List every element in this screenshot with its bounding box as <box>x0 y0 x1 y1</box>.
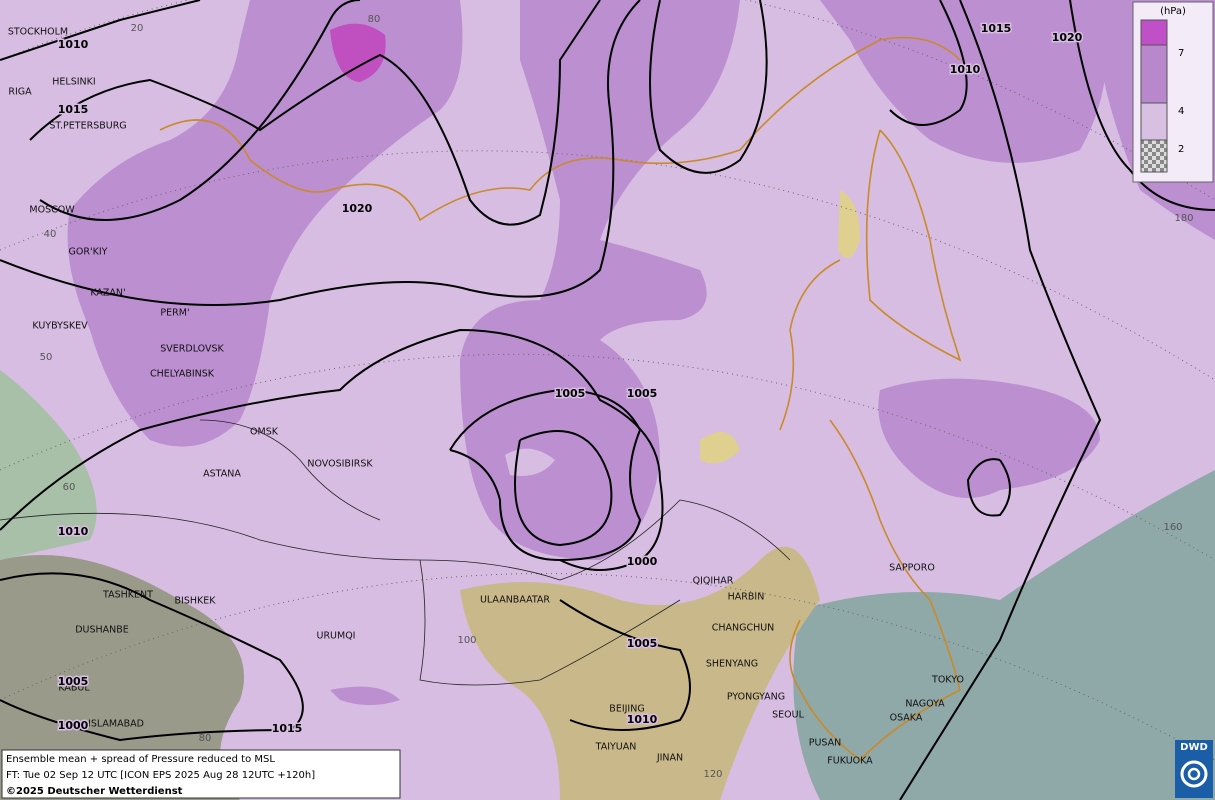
legend-unit: (hPa) <box>1160 6 1186 17</box>
legend-level: 4 <box>1178 106 1184 117</box>
isobar-label: 1010 <box>627 713 658 726</box>
city-label: SEOUL <box>772 710 804 721</box>
city-label: TOKYO <box>931 675 964 686</box>
terrain <box>460 546 820 800</box>
isobar-label: 1015 <box>981 22 1012 35</box>
city-label: STOCKHOLM <box>8 27 68 38</box>
logo-swirl <box>1187 767 1201 781</box>
legend-swatch <box>1140 139 1168 173</box>
isobar-label: 1010 <box>58 525 89 538</box>
city-label: GOR'KIY <box>69 247 108 258</box>
graticule-label: 160 <box>1163 522 1182 533</box>
city-label: NOVOSIBIRSK <box>307 459 373 470</box>
city-label: BEIJING <box>609 704 644 715</box>
city-label: KABUL <box>58 683 90 694</box>
city-label: SAPPORO <box>889 563 935 574</box>
city-label: ISLAMABAD <box>88 719 144 730</box>
legend-swatch <box>1140 44 1168 104</box>
city-label: SHENYANG <box>706 659 758 670</box>
legend-swatch <box>1140 102 1168 141</box>
city-label: OSAKA <box>890 713 923 724</box>
city-label: DUSHANBE <box>75 625 129 636</box>
graticule-label: 120 <box>703 769 722 780</box>
terrain <box>0 370 97 560</box>
sea <box>793 470 1215 800</box>
isobar-label: 1000 <box>58 719 89 732</box>
isobar-label: 1010 <box>950 63 981 76</box>
isobar-label: 1015 <box>58 103 89 116</box>
city-label: BISHKEK <box>175 596 217 607</box>
graticule-label: 50 <box>40 352 53 363</box>
terrain <box>0 555 244 800</box>
spread-7 <box>330 23 386 83</box>
isobar-label: 1020 <box>342 202 373 215</box>
city-label: ST.PETERSBURG <box>49 121 126 132</box>
city-label: PERM' <box>160 308 189 319</box>
city-label: ULAANBAATAR <box>480 595 550 606</box>
graticule-label: 60 <box>63 482 76 493</box>
city-label: QIQIHAR <box>693 576 734 587</box>
graticule-label: 80 <box>199 733 212 744</box>
legend-level: 7 <box>1178 48 1184 59</box>
city-label: OMSK <box>250 427 279 438</box>
isobar-label: 1020 <box>1052 31 1083 44</box>
city-label: ASTANA <box>203 469 241 480</box>
isobar-label: 1005 <box>58 675 89 688</box>
footer-line: Ensemble mean + spread of Pressure reduc… <box>6 754 275 765</box>
city-label: SVERDLOVSK <box>160 344 224 355</box>
city-label: HELSINKI <box>52 77 95 88</box>
city-label: RIGA <box>8 87 32 98</box>
footer-line: FT: Tue 02 Sep 12 UTC [ICON EPS 2025 Aug… <box>6 770 315 781</box>
city-label: TAIYUAN <box>595 742 637 753</box>
isobar-label: 1015 <box>272 722 303 735</box>
footer-line: ©2025 Deutscher Wetterdienst <box>6 786 183 797</box>
city-label: KUYBYSKEV <box>32 321 88 332</box>
footer-box <box>1 749 401 799</box>
city-label: PUSAN <box>809 738 842 749</box>
city-label: CHELYABINSK <box>150 369 215 380</box>
coastline <box>159 36 962 762</box>
city-label: HARBIN <box>728 592 765 603</box>
city-label: CHANGCHUN <box>712 623 775 634</box>
city-label: JINAN <box>656 753 683 764</box>
city-label: TASHKENT <box>102 590 153 601</box>
isobar-label: 1005 <box>555 387 586 400</box>
graticule-label: 100 <box>457 635 476 646</box>
isobar-label: 1005 <box>627 637 658 650</box>
city-label: FUKUOKA <box>827 756 873 767</box>
city-label: MOSCOW <box>29 205 75 216</box>
graticule <box>0 0 1215 761</box>
legend-level: 2 <box>1178 144 1184 155</box>
legend-swatch <box>1140 19 1168 46</box>
isobar-label: 1005 <box>627 387 658 400</box>
terrain <box>700 190 860 464</box>
city-label: URUMQI <box>317 631 356 642</box>
legend <box>1132 1 1214 183</box>
graticule-label: 40 <box>44 229 57 240</box>
city-label: PYONGYANG <box>727 692 785 703</box>
logo-text: DWD <box>1180 742 1208 753</box>
graticule-label: 20 <box>131 23 144 34</box>
borders <box>0 419 791 686</box>
city-label: NAGOYA <box>905 699 945 710</box>
isobar-label: 1000 <box>627 555 658 568</box>
isobar-label: 1010 <box>58 38 89 51</box>
graticule-label: 80 <box>368 14 381 25</box>
logo-swirl <box>1180 760 1208 788</box>
graticule-label: 180 <box>1174 213 1193 224</box>
city-label: KAZAN' <box>90 288 125 299</box>
